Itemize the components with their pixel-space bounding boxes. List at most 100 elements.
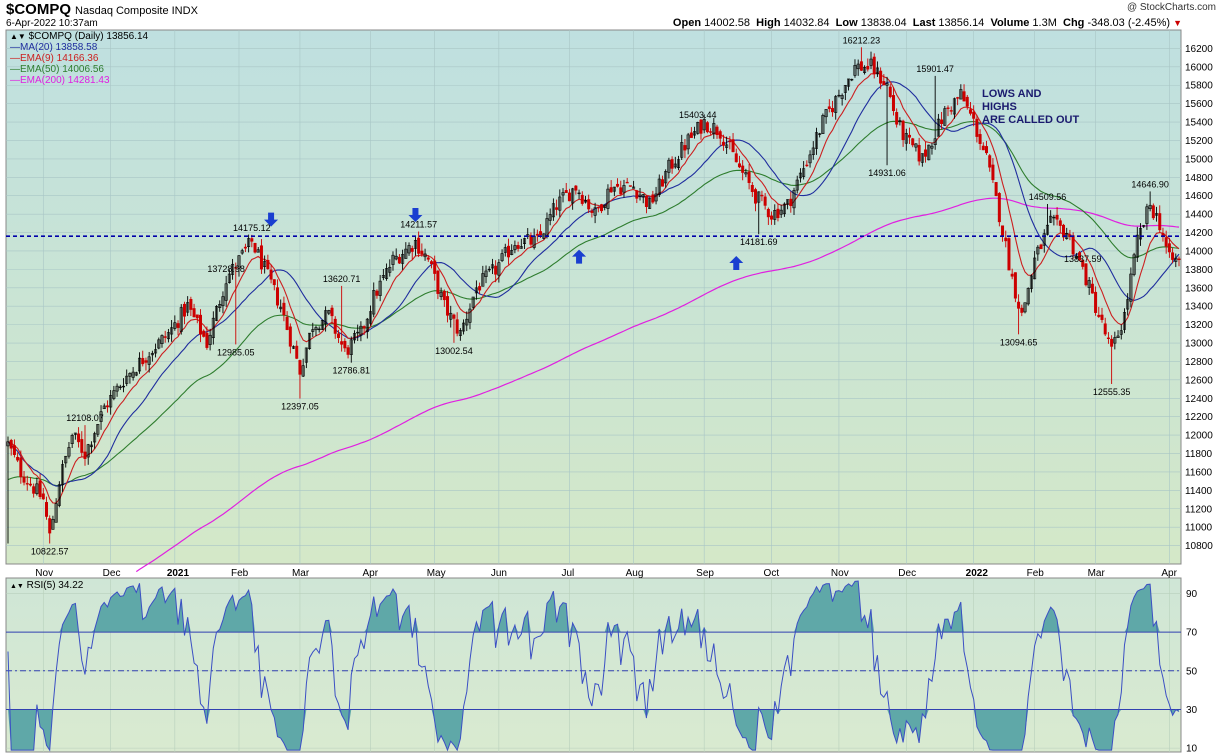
candle-body (208, 334, 212, 345)
candle-body (1026, 288, 1030, 305)
price-tick-label: 13800 (1185, 265, 1213, 276)
candle-body (64, 455, 68, 464)
candle-body (256, 249, 260, 253)
candle-body (750, 184, 754, 192)
callout-label: 12555.35 (1093, 387, 1131, 397)
candle-body (32, 486, 36, 494)
callout-label: 14181.69 (740, 237, 778, 247)
candle-body (831, 108, 835, 113)
candle-body (375, 290, 379, 296)
candle-body (1135, 234, 1139, 258)
candle-body (866, 65, 870, 70)
candle-body (397, 256, 401, 264)
last-label: Last (912, 17, 936, 29)
candle-body (625, 181, 629, 184)
candle-body (888, 86, 892, 97)
candle-body (798, 172, 802, 179)
candle-body (885, 83, 889, 86)
stockcharts-logo[interactable]: @ StockCharts.com (1126, 2, 1216, 13)
candle-body (343, 340, 347, 349)
callout-label: 14646.90 (1131, 179, 1169, 189)
candle-body (814, 132, 818, 149)
candle-body (51, 519, 55, 530)
candle-body (596, 206, 600, 209)
ema50-line (7, 120, 1180, 487)
price-tick-label: 13600 (1185, 283, 1213, 294)
candle-body (901, 120, 905, 141)
candle-body (946, 107, 950, 109)
candle-body (644, 195, 648, 207)
candle-body (859, 61, 863, 71)
grid (6, 30, 1181, 752)
price-tick-label: 15600 (1185, 99, 1213, 110)
price-tick-label: 12400 (1185, 394, 1213, 405)
x-axis: Nov Dec 2021 Feb Mar Apr May Jun Jul Aug Sep Oct Nov… (35, 568, 1177, 579)
x-tick-label: Feb (231, 568, 249, 579)
candle-body (943, 108, 947, 126)
candle-body (128, 373, 132, 377)
candle-body (176, 323, 180, 328)
candle-body (673, 163, 677, 168)
candle-body (1113, 337, 1117, 344)
rsi-tick-label: 50 (1186, 666, 1198, 677)
candle-body (266, 259, 270, 270)
candle-body (462, 322, 466, 332)
candle-body (308, 332, 312, 349)
candle-body (558, 196, 562, 211)
candle-body (134, 372, 138, 376)
candle-body (99, 411, 103, 422)
candle-body (619, 187, 623, 195)
candle-body (227, 273, 231, 283)
down-triangle-icon: ▼ (1173, 18, 1182, 28)
price-tick-label: 15000 (1185, 154, 1213, 165)
candle-body (292, 346, 296, 349)
candle-body (920, 153, 924, 163)
candle-body (157, 339, 161, 349)
candle-body (513, 245, 517, 251)
candle-body (118, 386, 122, 388)
price-tick-label: 14000 (1185, 246, 1213, 257)
callout-label: 12985.05 (217, 347, 255, 357)
candle-body (426, 257, 430, 260)
candle-body (163, 336, 167, 338)
price-tick-label: 12000 (1185, 431, 1213, 442)
candle-body (401, 254, 405, 264)
price-tick-label: 10800 (1185, 541, 1213, 552)
x-tick-label: Feb (1027, 568, 1045, 579)
candle-body (298, 360, 302, 375)
candle-body (1045, 224, 1049, 235)
x-tick-label: Apr (363, 568, 379, 579)
candle-body (667, 159, 671, 173)
candle-body (346, 347, 350, 355)
legend-price-text: $COMPQ (Daily) 13856.14 (28, 31, 149, 42)
candle-body (994, 182, 998, 197)
candle-body (731, 139, 735, 153)
candle-body (57, 484, 61, 506)
x-tick-label: Nov (831, 568, 849, 579)
candle-body (1007, 238, 1011, 271)
candle-body (827, 106, 831, 110)
candle-body (1122, 312, 1126, 330)
candle-body (160, 335, 164, 344)
candle-body (179, 307, 183, 332)
callout-label: 13728.98 (207, 264, 245, 274)
x-tick-label: Aug (626, 568, 644, 579)
x-tick-label: Dec (898, 568, 916, 579)
x-tick-label: 2022 (966, 568, 989, 579)
candle-body (696, 122, 700, 134)
candle-body (516, 245, 520, 249)
candle-body (182, 303, 186, 317)
candle-body (609, 187, 613, 193)
arrow-up-icon (729, 256, 744, 271)
candle-body (1029, 275, 1033, 289)
candle-body (494, 265, 498, 275)
candle-body (44, 502, 48, 517)
candle-body (25, 483, 29, 485)
high-value: 14032.84 (783, 17, 830, 29)
rsi-tick-label: 30 (1186, 705, 1198, 716)
candle-body (1119, 330, 1123, 335)
x-tick-label: May (427, 568, 446, 579)
candle-body (446, 296, 450, 316)
callout-label: 15901.47 (916, 64, 954, 74)
callout-label: 12786.81 (333, 366, 371, 376)
